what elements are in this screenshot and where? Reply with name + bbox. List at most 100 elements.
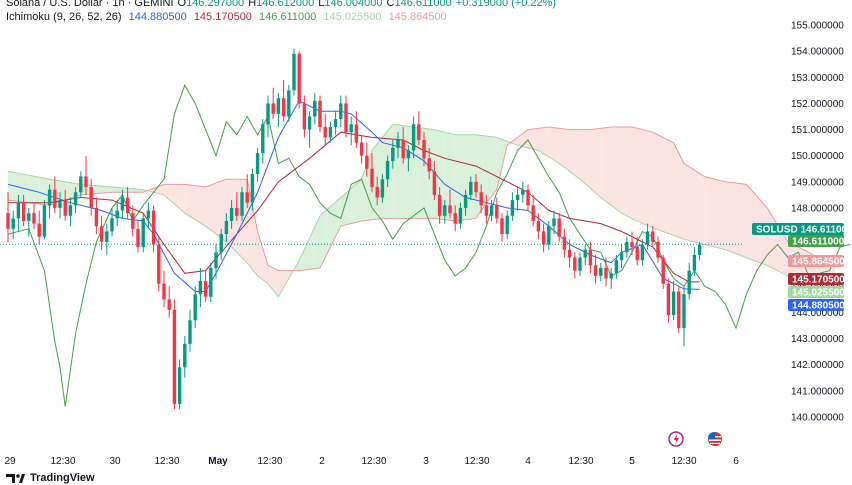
cloud-segment — [104, 186, 107, 193]
cloud-segment — [489, 136, 492, 200]
candle-body — [276, 98, 281, 114]
time-tick-label: 12:30 — [257, 456, 282, 467]
candle — [458, 202, 463, 229]
cloud-segment — [236, 179, 240, 255]
cloud-segment — [26, 174, 29, 203]
cloud-segment — [634, 127, 638, 221]
candle-body — [619, 252, 624, 261]
candle — [235, 192, 239, 221]
candle-body — [479, 192, 483, 206]
brand-name[interactable]: TradingView — [30, 472, 95, 484]
candle-body — [37, 223, 41, 237]
candle — [255, 147, 260, 182]
candle — [489, 200, 494, 221]
candle — [209, 262, 213, 302]
cloud-segment — [538, 127, 541, 153]
candles[interactable] — [6, 48, 702, 410]
candle-body — [84, 176, 88, 188]
cloud-segment — [632, 126, 635, 220]
candle — [99, 215, 104, 250]
candle — [469, 176, 473, 201]
candle — [84, 155, 88, 195]
us-flag-icon[interactable] — [708, 431, 722, 446]
cloud-segment — [447, 132, 450, 221]
candle — [588, 241, 593, 274]
candle-body — [391, 147, 395, 161]
cloud-segment — [353, 183, 357, 223]
candle-body — [16, 202, 21, 219]
candle-body — [547, 226, 551, 245]
cloud-segment — [398, 124, 401, 219]
cloud-segment — [338, 197, 341, 232]
cloud-segment — [741, 183, 744, 257]
cloud-segment — [83, 184, 86, 195]
candle — [666, 278, 671, 323]
time-tick-label: 29 — [4, 456, 16, 467]
candle — [42, 200, 47, 240]
candle-body — [640, 244, 645, 261]
candle-body — [417, 124, 421, 141]
cloud-segment — [530, 128, 534, 150]
cloud-segment — [455, 134, 458, 221]
cloud-segment — [416, 127, 419, 219]
cloud-segment — [169, 184, 172, 202]
indicator-name[interactable]: Ichimoku (9, 26, 52, 26) — [6, 11, 122, 23]
cloud-segment — [114, 187, 118, 193]
candle — [359, 134, 364, 164]
price-axis[interactable]: 155.000000 154.000000 153.000000 152.000000… — [791, 21, 844, 424]
cloud-segment — [119, 187, 123, 193]
lightning-icon[interactable] — [668, 431, 684, 447]
candle-body — [281, 98, 286, 117]
candle — [214, 244, 218, 279]
candle — [406, 145, 411, 172]
cloud-segment — [109, 186, 112, 193]
cloud-segment — [686, 165, 690, 241]
cloud-segment — [10, 171, 14, 201]
time-tick-label: 12:30 — [50, 456, 75, 467]
cloud-segment — [112, 187, 115, 193]
candle-body — [250, 173, 255, 203]
cloud-segment — [554, 127, 557, 162]
candle-body — [73, 192, 78, 206]
cloud-segment — [442, 131, 445, 220]
candle — [370, 153, 374, 193]
time-tick-label: 12:30 — [464, 456, 489, 467]
candle-body — [177, 367, 182, 404]
candle-body — [510, 200, 515, 216]
price-tag-bg — [788, 299, 844, 311]
candle-body — [427, 158, 431, 172]
candle — [599, 262, 603, 282]
cloud-segment — [486, 136, 489, 203]
cloud-segment — [351, 186, 354, 224]
cloud-segment — [642, 129, 645, 225]
cloud-segment — [470, 134, 474, 220]
cloud-segment — [593, 128, 596, 193]
cloud-segment — [312, 226, 315, 270]
cloud-segment — [629, 126, 632, 219]
candle — [619, 244, 624, 269]
cloud-segment — [62, 181, 66, 201]
candle-body — [562, 236, 567, 250]
cloud-segment — [257, 231, 261, 278]
candle-body — [536, 221, 541, 232]
time-axis[interactable]: 29 12:30 30 12:30 May 12:30 2 12:30 3 12:30 4 12:30… — [4, 456, 739, 467]
cloud-segment — [70, 182, 73, 199]
ichimoku-cloud — [8, 124, 835, 297]
candle-body — [573, 257, 577, 271]
lead_a-line — [7, 123, 835, 298]
indicator-conversion-value: 144.880500 — [128, 11, 187, 23]
tradingview-logo[interactable] — [6, 474, 25, 483]
candle — [515, 187, 520, 211]
candle-body — [609, 273, 613, 279]
candle-body — [120, 197, 125, 211]
cloud-segment — [528, 129, 531, 149]
candle — [640, 239, 645, 266]
cloud-segment — [665, 138, 669, 234]
candle-body — [339, 103, 343, 120]
candle-body — [219, 234, 223, 253]
cloud-segment — [366, 157, 370, 221]
candle — [47, 184, 52, 219]
cloud-segment — [34, 176, 37, 204]
indicator-legend[interactable]: Ichimoku (9, 26, 52, 26) 144.880500 145.… — [6, 11, 451, 23]
